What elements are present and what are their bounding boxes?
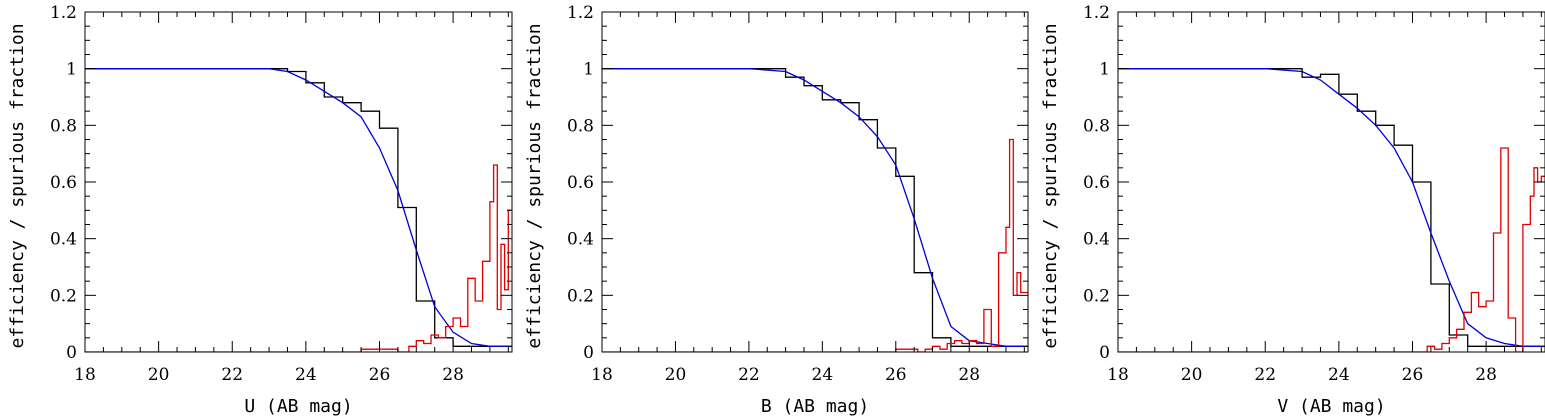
spurious-fraction-histogram [85, 164, 512, 352]
y-axis-label: efficiency / spurious fraction [1040, 23, 1061, 348]
y-tick-label: 0.4 [1083, 230, 1110, 250]
y-tick-label: 1.2 [567, 3, 594, 23]
x-tick-label: 24 [1328, 365, 1350, 385]
x-tick-label: 26 [369, 365, 391, 385]
x-tick-label: 20 [1181, 365, 1203, 385]
y-tick-label: 0.4 [50, 230, 77, 250]
x-axis-label: V (AB mag) [1277, 396, 1385, 417]
y-tick-label: 0.2 [567, 286, 594, 306]
panel-u-band: 18 20 22 24 26 28 0 0.2 0.4 0.6 0.8 1 1.2 U (AB mag) e… [7, 3, 513, 417]
x-tick-label: 28 [1475, 365, 1497, 385]
x-tick-label: 26 [1402, 365, 1424, 385]
y-tick-label: 0.6 [1083, 173, 1110, 193]
y-tick-label: 0.4 [567, 230, 594, 250]
efficiency-histogram [85, 68, 512, 347]
x-tick-label: 28 [442, 365, 464, 385]
y-tick-label: 0.8 [50, 116, 77, 136]
y-tick-label: 0 [66, 343, 77, 363]
series-group [602, 68, 1028, 352]
y-tick-label: 1 [66, 60, 77, 80]
y-tick-label: 0.8 [1083, 116, 1110, 136]
x-axis-label: U (AB mag) [244, 396, 352, 417]
x-tick-label: 26 [885, 365, 907, 385]
efficiency-fit-curve [85, 68, 509, 347]
axes-frame [601, 11, 1029, 353]
x-tick-label: 18 [1107, 365, 1129, 385]
spurious-fraction-histogram [602, 138, 1028, 352]
x-tick-label: 18 [591, 365, 613, 385]
y-tick-label: 0.2 [50, 286, 77, 306]
efficiency-histogram [1118, 68, 1545, 347]
x-tick-label: 28 [958, 365, 980, 385]
y-tick-label: 0.8 [567, 116, 594, 136]
y-tick-label: 0.6 [50, 173, 77, 193]
efficiency-histogram [602, 68, 1028, 347]
y-tick-label: 0 [1099, 343, 1110, 363]
y-tick-label: 0 [583, 343, 594, 363]
y-tick-label: 1.2 [1083, 3, 1110, 23]
spurious-fraction-histogram [1118, 147, 1545, 352]
x-axis-label: B (AB mag) [761, 396, 869, 417]
series-group [85, 68, 512, 352]
x-tick-label: 22 [221, 365, 243, 385]
panel-v-band: 18 20 22 24 26 28 0 0.2 0.4 0.6 0.8 1 1.2 V (AB mag) e… [1040, 3, 1545, 417]
y-tick-label: 0.2 [1083, 286, 1110, 306]
y-tick-label: 1 [1099, 60, 1110, 80]
x-tick-label: 22 [1254, 365, 1276, 385]
efficiency-fit-curve [1118, 68, 1542, 347]
series-group [1118, 68, 1545, 352]
axes-frame [1117, 11, 1545, 353]
x-tick-label: 20 [148, 365, 170, 385]
axes-frame [84, 11, 513, 353]
y-tick-label: 1 [583, 60, 594, 80]
x-tick-label: 20 [665, 365, 687, 385]
y-axis-label: efficiency / spurious fraction [7, 23, 28, 348]
efficiency-fit-curve [602, 68, 1025, 347]
x-tick-label: 22 [738, 365, 760, 385]
y-tick-label: 0.6 [567, 173, 594, 193]
panel-b-band: 18 20 22 24 26 28 0 0.2 0.4 0.6 0.8 1 1.2 B (AB mag) e… [524, 3, 1029, 417]
x-tick-label: 24 [812, 365, 834, 385]
x-tick-label: 24 [295, 365, 317, 385]
x-tick-label: 18 [74, 365, 96, 385]
y-tick-label: 1.2 [50, 3, 77, 23]
y-axis-label: efficiency / spurious fraction [524, 23, 545, 348]
